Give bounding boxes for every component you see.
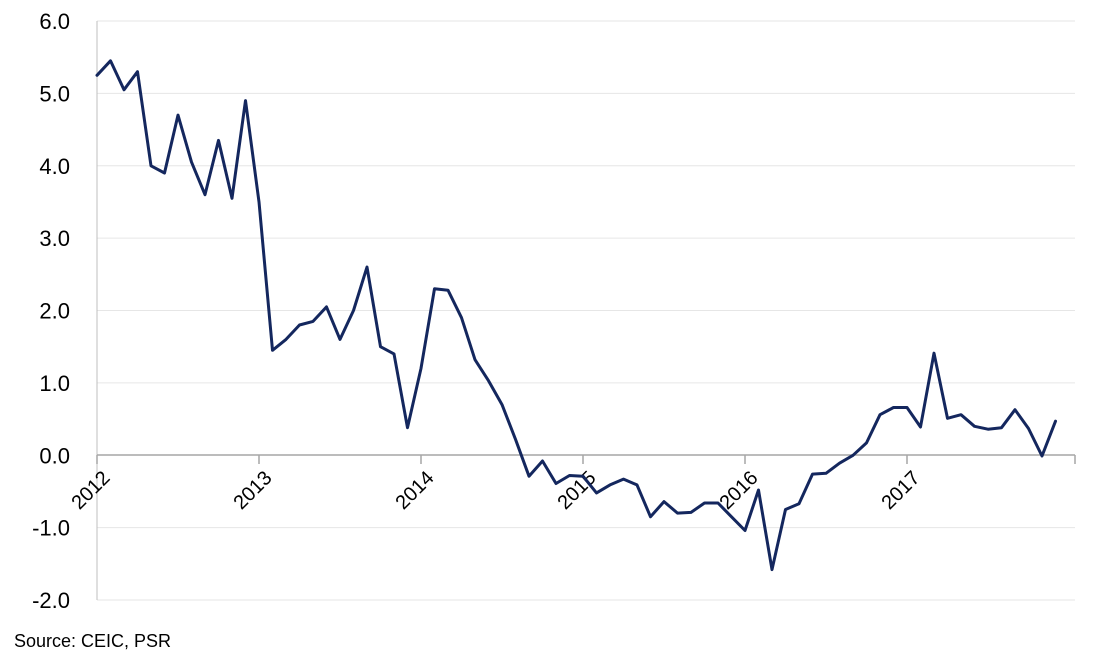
y-tick-label: -2.0: [32, 588, 70, 613]
series-group: [95, 59, 1057, 572]
x-tick-label: 2014: [392, 467, 439, 514]
x-tick-label: 2012: [68, 467, 115, 514]
y-tick-label: 4.0: [39, 154, 70, 179]
y-tick-label: -1.0: [32, 516, 70, 541]
y-tick-label: 6.0: [39, 9, 70, 34]
y-tick-label: 2.0: [39, 299, 70, 324]
y-tick-label: 3.0: [39, 226, 70, 251]
y-tick-label: 5.0: [39, 81, 70, 106]
x-tick-label: 2013: [230, 467, 277, 514]
x-tick-label: 2017: [878, 467, 925, 514]
y-tick-label: 1.0: [39, 371, 70, 396]
series-line: [95, 59, 1057, 572]
y-axis: 6.0 5.0 4.0 3.0 2.0 1.0 0.0 -1.0 -2.0: [32, 9, 98, 613]
gridlines: [97, 20, 1075, 601]
source-note: Source: CEIC, PSR: [14, 631, 172, 651]
y-tick-label: 0.0: [39, 443, 70, 468]
x-axis: 2012 2013 2014 2015 2016 2017: [68, 454, 1076, 514]
